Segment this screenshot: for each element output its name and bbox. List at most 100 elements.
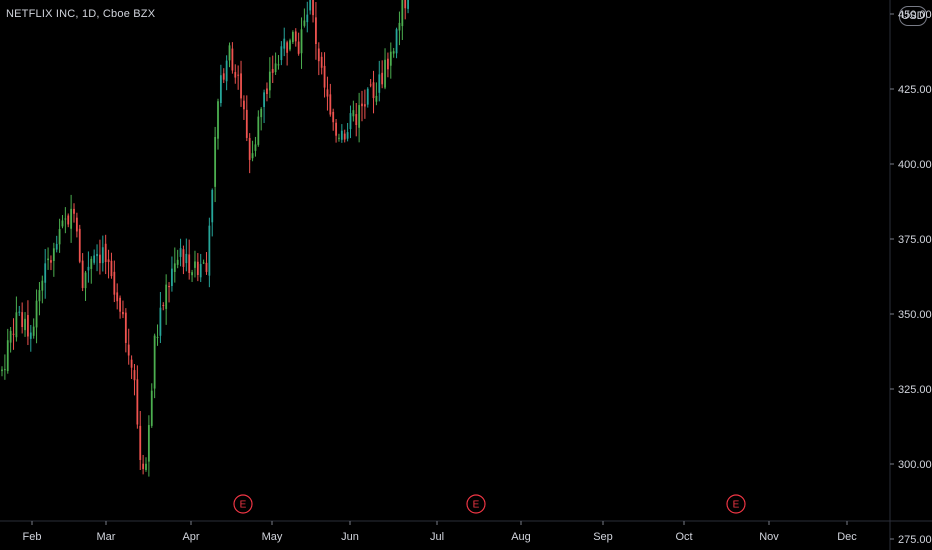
candle bbox=[211, 188, 214, 237]
candle-body bbox=[248, 137, 251, 160]
candle bbox=[268, 57, 271, 99]
candle bbox=[286, 40, 289, 66]
candle-body bbox=[96, 253, 98, 257]
candle bbox=[104, 234, 107, 275]
price-tick-label: 275.00 bbox=[898, 534, 932, 546]
candle-body bbox=[171, 268, 173, 287]
candle bbox=[73, 203, 75, 223]
candle-body bbox=[142, 463, 145, 470]
candle bbox=[404, 0, 407, 20]
candle bbox=[358, 92, 361, 143]
candle bbox=[280, 41, 283, 66]
candle-body bbox=[182, 249, 185, 267]
candles-layer bbox=[1, 0, 409, 477]
candle bbox=[196, 253, 199, 282]
candle bbox=[27, 300, 29, 346]
candle-body bbox=[202, 262, 205, 264]
candle-body bbox=[205, 262, 208, 272]
candle-body bbox=[257, 116, 260, 145]
candle bbox=[6, 328, 9, 374]
candle-body bbox=[225, 60, 228, 82]
candle-body bbox=[41, 280, 44, 291]
candle-body bbox=[404, 0, 407, 9]
candle bbox=[188, 239, 191, 280]
candle bbox=[96, 244, 98, 272]
candle-body bbox=[110, 260, 113, 277]
candle-body bbox=[50, 260, 52, 263]
candle bbox=[228, 42, 231, 68]
candle-body bbox=[234, 72, 237, 78]
candle bbox=[346, 122, 349, 142]
price-axis[interactable]: 275.00 300.00 325.00 350.00 375.00 400.00 425.… bbox=[890, 0, 932, 546]
candle bbox=[153, 333, 156, 399]
candle-body bbox=[188, 254, 191, 273]
currency-button[interactable]: USD bbox=[899, 6, 927, 26]
candle bbox=[217, 98, 219, 150]
candle bbox=[323, 52, 326, 98]
candle bbox=[254, 136, 257, 157]
candle-body bbox=[338, 137, 340, 139]
candle bbox=[271, 55, 274, 84]
candle bbox=[75, 212, 78, 238]
candle bbox=[127, 328, 130, 365]
candle bbox=[332, 108, 335, 131]
candle-body bbox=[1, 369, 3, 372]
candle-body bbox=[343, 133, 346, 140]
candle-body bbox=[3, 369, 6, 371]
candle bbox=[372, 70, 375, 114]
candle bbox=[266, 82, 268, 102]
time-tick-label: Jul bbox=[430, 531, 444, 543]
candle bbox=[361, 90, 363, 122]
candle-body bbox=[260, 108, 263, 118]
time-tick-label: May bbox=[262, 531, 283, 543]
earnings-label: E bbox=[240, 500, 247, 511]
candle bbox=[58, 218, 61, 253]
candle bbox=[300, 17, 303, 69]
earnings-marker[interactable]: E bbox=[726, 494, 746, 514]
earnings-label: E bbox=[473, 500, 480, 511]
candle bbox=[283, 27, 286, 57]
candle bbox=[93, 249, 96, 265]
candle bbox=[289, 38, 291, 52]
candle-body bbox=[29, 332, 32, 339]
candle-body bbox=[199, 263, 202, 278]
candle-body bbox=[401, 0, 404, 27]
candle bbox=[315, 2, 317, 60]
candle bbox=[122, 300, 124, 319]
candle-body bbox=[84, 272, 87, 289]
candle bbox=[147, 415, 150, 477]
candle-body bbox=[196, 261, 199, 275]
time-axis[interactable]: Feb Mar Apr May Jun Jul Aug Sep Oct Nov Dec bbox=[23, 521, 858, 543]
candle-body bbox=[300, 29, 303, 54]
candle bbox=[52, 242, 55, 277]
candle bbox=[369, 78, 372, 88]
candle-body bbox=[122, 311, 124, 315]
candle-body bbox=[58, 229, 61, 245]
earnings-marker[interactable]: E bbox=[466, 494, 486, 514]
candle-body bbox=[395, 29, 398, 54]
candle bbox=[113, 260, 116, 303]
candle-body bbox=[113, 271, 116, 295]
candle-body bbox=[18, 311, 21, 313]
candle bbox=[389, 42, 392, 79]
candle-body bbox=[78, 228, 81, 262]
candle bbox=[199, 253, 202, 283]
candle bbox=[173, 247, 176, 283]
candle-body bbox=[217, 101, 219, 139]
earnings-marker[interactable]: E bbox=[233, 494, 253, 514]
candle bbox=[392, 47, 395, 58]
candle bbox=[35, 289, 38, 344]
price-tick-label: 375.00 bbox=[898, 234, 932, 246]
candle-body bbox=[286, 42, 289, 53]
candle bbox=[240, 60, 242, 107]
candle-body bbox=[107, 259, 110, 263]
candle-body bbox=[271, 69, 274, 73]
candle bbox=[363, 89, 366, 119]
candle bbox=[101, 235, 104, 272]
candle bbox=[398, 11, 401, 46]
candle bbox=[375, 82, 378, 106]
candle bbox=[124, 308, 127, 353]
candle-body bbox=[101, 247, 104, 264]
